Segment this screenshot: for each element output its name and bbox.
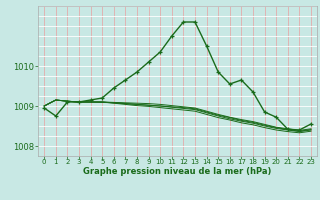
X-axis label: Graphe pression niveau de la mer (hPa): Graphe pression niveau de la mer (hPa) <box>84 167 272 176</box>
